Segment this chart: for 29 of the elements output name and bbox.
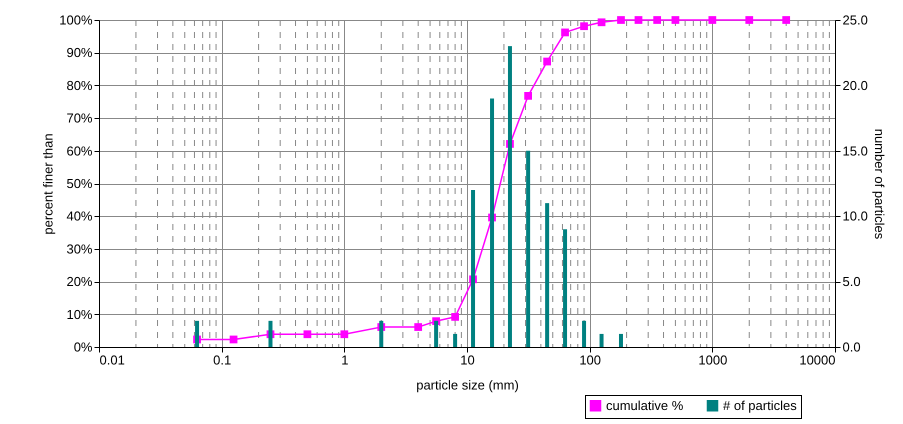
x-tick-label: 1 xyxy=(341,352,348,368)
y2-axis-title: number of particles xyxy=(872,128,887,240)
legend-label: cumulative % xyxy=(606,398,684,413)
x-tick-label: 1000 xyxy=(698,352,728,368)
y-tick-label: 50% xyxy=(66,176,93,191)
y-tick-label: 30% xyxy=(66,241,93,256)
y-tick-label: 0% xyxy=(74,340,93,354)
y-tick-label: 10% xyxy=(66,306,93,322)
x-tick-label: 0.1 xyxy=(213,352,232,368)
x-tick-label: 10 xyxy=(460,352,475,368)
y2-tick-label: 0.0 xyxy=(842,340,861,354)
x-tick-label: 10000 xyxy=(799,352,836,368)
y2-tick-label: 10.0 xyxy=(842,208,868,224)
y-tick-label: 40% xyxy=(66,208,93,224)
y-tick-label: 100% xyxy=(59,12,93,28)
x-tick-label: 100 xyxy=(579,352,602,368)
y2-tick-label: 15.0 xyxy=(842,143,868,158)
y2-tick-label: 20.0 xyxy=(842,78,868,93)
y-axis-title: percent finer than xyxy=(40,133,56,235)
y-tick-label: 20% xyxy=(66,274,93,290)
y-tick-label: 90% xyxy=(66,45,93,60)
y-tick-label: 80% xyxy=(66,78,93,93)
x-axis-title: particle size (mm) xyxy=(416,378,519,392)
y2-tick-label: 25.0 xyxy=(842,12,868,28)
legend-label: # of particles xyxy=(723,398,798,413)
y2-tick-label: 5.0 xyxy=(842,274,861,290)
x-tick-label: 0.01 xyxy=(100,352,125,368)
y-tick-label: 70% xyxy=(66,110,93,126)
y-tick-label: 60% xyxy=(66,143,93,158)
